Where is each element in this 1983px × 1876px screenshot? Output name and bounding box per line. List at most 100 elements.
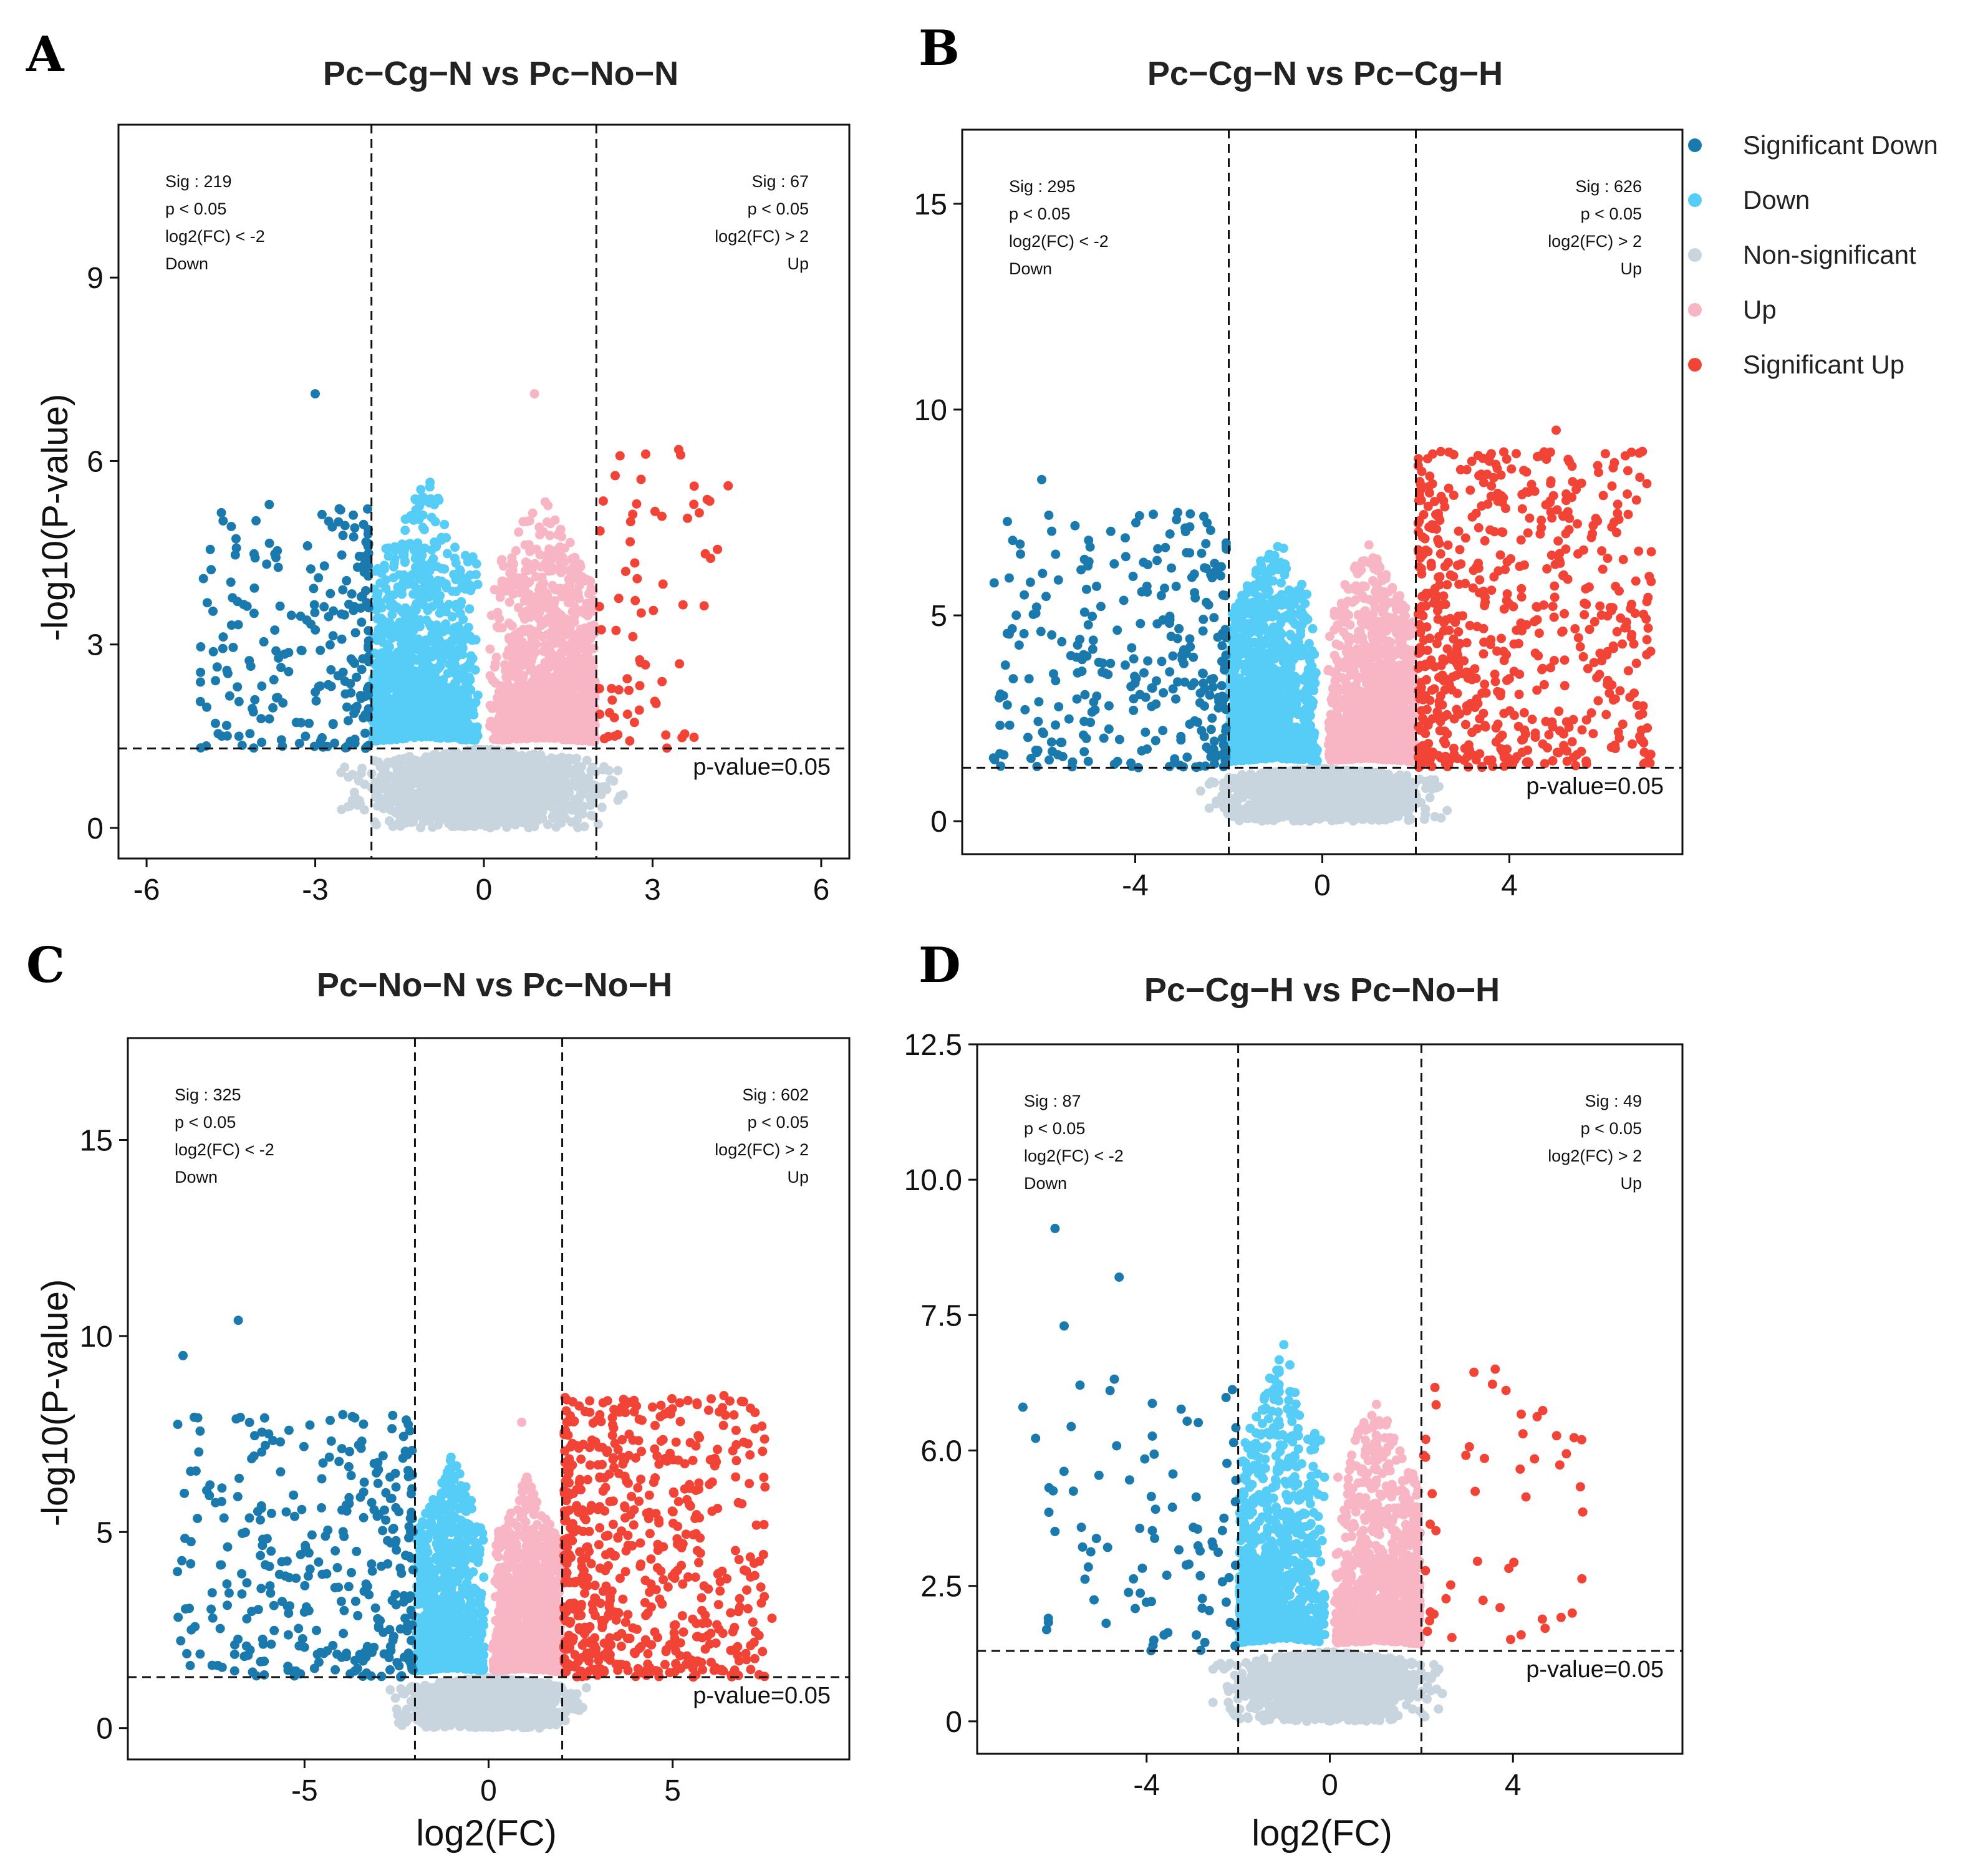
point-up (531, 604, 541, 613)
point-up (553, 564, 563, 574)
point-sig-up (607, 683, 617, 693)
point-non (493, 745, 503, 755)
point-non (532, 763, 542, 773)
point-sig-down (259, 637, 269, 647)
point-sig-down (268, 703, 278, 713)
annotation-down-line: log2(FC) < -2 (165, 227, 265, 246)
point-sig-down (304, 718, 314, 728)
point-up (519, 671, 528, 680)
point-non (546, 790, 556, 800)
point-sig-down (257, 681, 267, 691)
point-up (508, 693, 518, 703)
point-up (490, 662, 499, 672)
point-down (377, 568, 387, 578)
point-up (521, 557, 531, 567)
point-up (546, 519, 556, 529)
point-sig-down (284, 666, 294, 676)
point-down (413, 564, 423, 574)
point-up (572, 724, 582, 734)
point-down (428, 554, 438, 564)
point-sig-down (222, 731, 232, 741)
point-sig-down (278, 698, 288, 708)
point-down (421, 676, 431, 686)
point-down (443, 668, 453, 678)
point-sig-down (324, 612, 334, 622)
point-sig-down (279, 649, 289, 659)
point-sig-down (328, 631, 338, 641)
point-non (529, 822, 539, 832)
point-down (434, 724, 444, 734)
point-non (463, 764, 473, 774)
point-sig-down (239, 600, 249, 610)
point-non (391, 775, 401, 785)
point-non (433, 786, 443, 796)
point-up (493, 734, 502, 744)
point-sig-down (262, 559, 272, 569)
point-sig-up (649, 605, 659, 615)
point-up (543, 630, 552, 640)
point-sig-down (231, 534, 241, 544)
x-tick-label: 6 (813, 873, 830, 907)
point-up (514, 527, 524, 537)
point-non (350, 792, 360, 802)
point-down (462, 692, 472, 702)
point-sig-down (358, 654, 368, 664)
point-down (437, 576, 446, 586)
point-up (581, 604, 591, 614)
point-down (448, 657, 458, 666)
point-sig-down (359, 559, 369, 569)
point-non (562, 761, 572, 771)
point-down (379, 703, 389, 713)
point-sig-up (678, 600, 688, 610)
point-up (571, 630, 581, 640)
point-down (418, 686, 428, 696)
point-non (402, 815, 412, 825)
point-sig-down (344, 716, 353, 726)
y-tick-label: 6 (87, 445, 104, 478)
point-sig-down (301, 731, 311, 741)
point-down (384, 543, 393, 553)
panel-a-y-axis-label: -log10(P-value) (35, 394, 75, 642)
point-non (551, 822, 561, 832)
point-non (394, 818, 403, 828)
point-sig-up (625, 537, 635, 547)
point-sig-down (291, 718, 301, 728)
point-sig-down (360, 728, 370, 738)
point-sig-down (302, 541, 312, 551)
point-up (579, 733, 589, 743)
point-non (422, 772, 432, 782)
y-tick-label: 3 (87, 629, 104, 662)
point-non (581, 775, 591, 785)
point-down (435, 600, 445, 610)
point-down (464, 672, 474, 682)
point-non (572, 782, 582, 792)
point-up (557, 730, 567, 740)
point-non (394, 804, 404, 814)
point-down (448, 733, 458, 743)
point-down (448, 647, 458, 656)
point-sig-down (335, 505, 345, 515)
point-up (528, 676, 538, 686)
point-sig-up (700, 549, 710, 559)
point-down (440, 564, 450, 574)
point-down (399, 570, 409, 580)
point-down (423, 605, 433, 615)
point-sig-down (338, 531, 348, 541)
point-sig-up (689, 733, 699, 743)
point-up (587, 675, 597, 685)
point-up (569, 601, 579, 611)
point-down (435, 590, 445, 600)
point-sig-down (325, 640, 335, 650)
point-sig-up (607, 695, 617, 705)
point-sig-down (349, 510, 358, 520)
point-up (518, 679, 528, 689)
point-up (571, 713, 581, 723)
point-down (448, 698, 458, 708)
point-down (398, 578, 408, 588)
point-non (586, 794, 596, 804)
point-sig-down (297, 646, 307, 656)
point-up (538, 527, 548, 537)
point-up (520, 540, 530, 550)
point-sig-up (651, 698, 661, 708)
